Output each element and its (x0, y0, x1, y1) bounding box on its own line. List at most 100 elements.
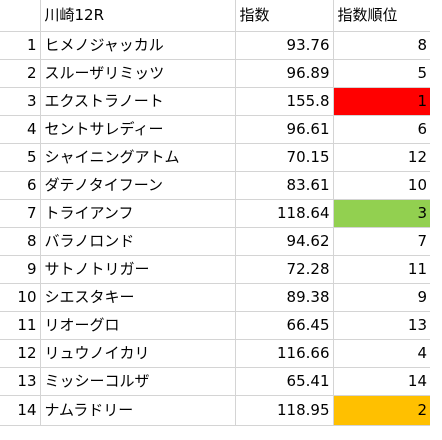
row-number-cell[interactable]: 13 (0, 367, 41, 396)
rank-value-cell[interactable]: 7 (333, 227, 430, 256)
rank-value-cell[interactable]: 5 (333, 59, 430, 88)
row-number-cell[interactable]: 6 (0, 171, 41, 200)
rank-value: 6 (417, 119, 427, 138)
index-value-cell[interactable]: 118.95 (235, 395, 334, 426)
table-row: 13 ミッシーコルザ 65.41 14 (0, 367, 430, 396)
rank-value-cell[interactable]: 13 (333, 311, 430, 340)
index-value-cell[interactable]: 93.76 (235, 31, 334, 60)
index-value-cell[interactable]: 118.64 (235, 199, 334, 228)
index-column-header: 指数 (239, 6, 270, 25)
rank-value-cell[interactable]: 1 (333, 87, 430, 116)
rank-value-cell[interactable]: 11 (333, 255, 430, 284)
horse-name-cell[interactable]: スルーザリミッツ (40, 59, 236, 88)
row-number: 3 (26, 91, 37, 110)
horse-name-cell[interactable]: ヒメノジャッカル (40, 31, 236, 60)
row-number-cell[interactable]: 4 (0, 115, 41, 144)
rank-value-cell[interactable]: 4 (333, 339, 430, 368)
rank-value: 2 (417, 400, 427, 419)
row-number-cell[interactable]: 8 (0, 227, 41, 256)
row-number: 1 (26, 35, 37, 54)
row-number-cell[interactable]: 2 (0, 59, 41, 88)
rank-value-cell[interactable]: 6 (333, 115, 430, 144)
rank-value: 9 (417, 287, 427, 306)
index-value: 89.38 (286, 287, 330, 306)
rank-value-cell[interactable]: 2 (333, 395, 430, 426)
header-cell-rank[interactable]: 指数順位 (333, 0, 430, 32)
row-number-cell[interactable]: 5 (0, 143, 41, 172)
row-number-cell[interactable]: 7 (0, 199, 41, 228)
rank-value: 1 (417, 91, 427, 110)
index-value: 118.95 (277, 400, 330, 419)
index-value: 118.64 (277, 203, 330, 222)
table-row: 14 ナムラドリー 118.95 2 (0, 395, 430, 426)
index-value-cell[interactable]: 94.62 (235, 227, 334, 256)
header-cell-num[interactable] (0, 0, 41, 32)
row-number: 5 (26, 147, 37, 166)
index-value-cell[interactable]: 96.89 (235, 59, 334, 88)
row-number-cell[interactable]: 10 (0, 283, 41, 312)
index-value: 70.15 (286, 147, 330, 166)
table-row: 11 リオーグロ 66.45 13 (0, 311, 430, 340)
rank-value: 11 (407, 259, 427, 278)
horse-name: ダテノタイフーン (44, 175, 164, 194)
rank-value-cell[interactable]: 12 (333, 143, 430, 172)
row-number: 2 (26, 63, 37, 82)
horse-name: シャイニングアトム (44, 147, 180, 166)
row-number: 11 (17, 315, 37, 334)
rank-value-cell[interactable]: 8 (333, 31, 430, 60)
horse-name-cell[interactable]: トライアンフ (40, 199, 236, 228)
index-value: 155.8 (286, 91, 330, 110)
rank-value: 14 (407, 371, 427, 390)
index-value-cell[interactable]: 66.45 (235, 311, 334, 340)
index-value-cell[interactable]: 83.61 (235, 171, 334, 200)
row-number-cell[interactable]: 9 (0, 255, 41, 284)
horse-name: スルーザリミッツ (44, 63, 165, 82)
row-number-cell[interactable]: 12 (0, 339, 41, 368)
horse-name-cell[interactable]: エクストラノート (40, 87, 236, 116)
horse-name-cell[interactable]: セントサレディー (40, 115, 236, 144)
horse-name-cell[interactable]: シエスタキー (40, 283, 236, 312)
horse-name-cell[interactable]: ミッシーコルザ (40, 367, 236, 396)
table-row: 3 エクストラノート 155.8 1 (0, 87, 430, 116)
horse-name: エクストラノート (44, 91, 164, 110)
index-value-cell[interactable]: 116.66 (235, 339, 334, 368)
rank-value-cell[interactable]: 10 (333, 171, 430, 200)
index-value-cell[interactable]: 65.41 (235, 367, 334, 396)
table-row: 4 セントサレディー 96.61 6 (0, 115, 430, 144)
index-value: 66.45 (286, 315, 330, 334)
index-value-cell[interactable]: 72.28 (235, 255, 334, 284)
rank-value: 8 (417, 35, 427, 54)
table-row: 7 トライアンフ 118.64 3 (0, 199, 430, 228)
index-value-cell[interactable]: 89.38 (235, 283, 334, 312)
index-value-cell[interactable]: 70.15 (235, 143, 334, 172)
horse-name: サトノトリガー (44, 259, 150, 278)
horse-name-cell[interactable]: リュウノイカリ (40, 339, 236, 368)
rank-value-cell[interactable]: 3 (333, 199, 430, 228)
rank-value-cell[interactable]: 9 (333, 283, 430, 312)
row-number-cell[interactable]: 1 (0, 31, 41, 60)
header-cell-race[interactable]: 川崎12R (40, 0, 236, 32)
index-value-cell[interactable]: 96.61 (235, 115, 334, 144)
header-cell-index[interactable]: 指数 (235, 0, 334, 32)
horse-name-cell[interactable]: シャイニングアトム (40, 143, 236, 172)
horse-name-cell[interactable]: ダテノタイフーン (40, 171, 236, 200)
index-value-cell[interactable]: 155.8 (235, 87, 334, 116)
row-number: 9 (26, 259, 37, 278)
header-row: 川崎12R 指数 指数順位 (0, 0, 430, 32)
spreadsheet-body: 川崎12R 指数 指数順位 1 ヒメノジャッカル 93.76 8 2 スルーザリミッツ 96… (0, 0, 430, 426)
rank-value: 7 (417, 231, 427, 250)
table-row: 5 シャイニングアトム 70.15 12 (0, 143, 430, 172)
row-number: 13 (17, 371, 37, 390)
row-number-cell[interactable]: 14 (0, 395, 41, 426)
horse-name-cell[interactable]: サトノトリガー (40, 255, 236, 284)
row-number-cell[interactable]: 11 (0, 311, 41, 340)
horse-name-cell[interactable]: リオーグロ (40, 311, 236, 340)
horse-name-cell[interactable]: バラノロンド (40, 227, 236, 256)
horse-name: シエスタキー (44, 287, 135, 306)
rank-value-cell[interactable]: 14 (333, 367, 430, 396)
index-value: 96.89 (286, 63, 330, 82)
row-number: 14 (17, 400, 37, 419)
horse-name: バラノロンド (44, 231, 135, 250)
horse-name-cell[interactable]: ナムラドリー (40, 395, 236, 426)
row-number-cell[interactable]: 3 (0, 87, 41, 116)
